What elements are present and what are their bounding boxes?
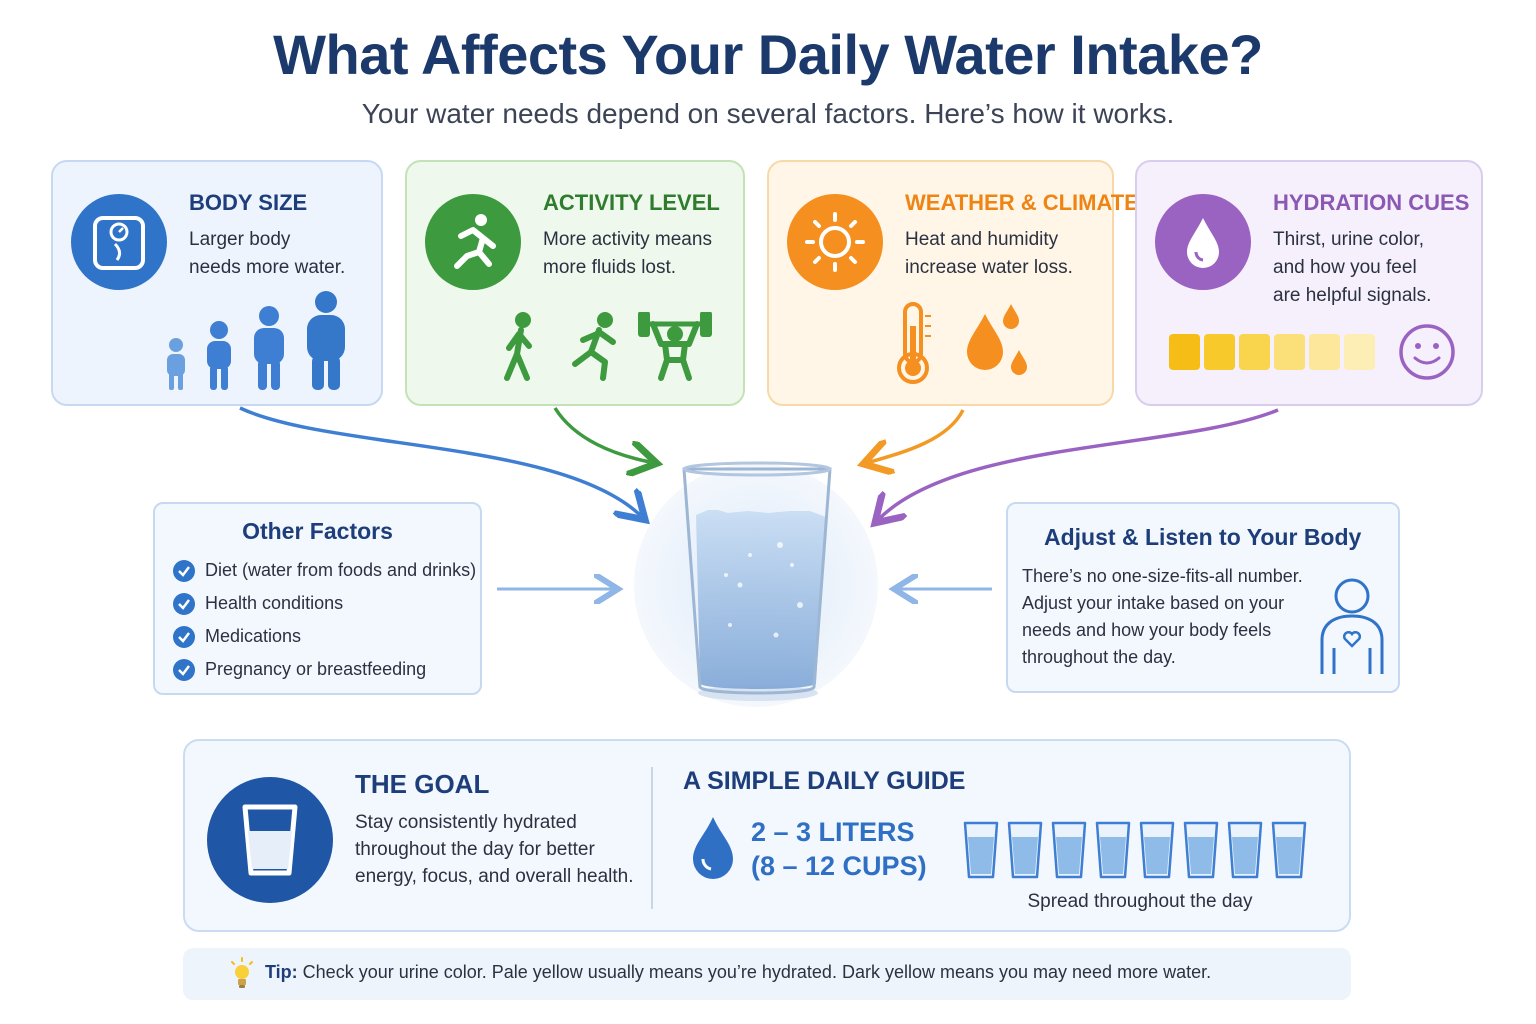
- factor-text: Thirst, urine color, and how you feel ar…: [1273, 229, 1432, 306]
- tip-body: Check your urine color. Pale yellow usua…: [297, 962, 1212, 982]
- other-factors-title: Other Factors: [242, 518, 393, 544]
- person-heart-icon: [1320, 578, 1384, 674]
- goal-title: THE GOAL: [355, 769, 490, 799]
- cup-icon: [1227, 821, 1263, 879]
- arrow-hydration: [880, 408, 1279, 518]
- scale-icon: [71, 194, 167, 290]
- list-item: Diet (water from foods and drinks): [173, 554, 476, 587]
- tip-label: Tip:: [265, 962, 298, 982]
- urine-color-swatch: [1344, 334, 1375, 370]
- runner-icon: [425, 194, 521, 290]
- cup-icon: [1139, 821, 1175, 879]
- factor-title: WEATHER & CLIMATE: [905, 190, 1139, 215]
- adjust-title: Adjust & Listen to Your Body: [1044, 524, 1362, 550]
- urine-color-swatch: [1309, 334, 1340, 370]
- cup-icon: [963, 821, 999, 879]
- glass-icon: [207, 777, 333, 903]
- goal-text: Stay consistently hydrated throughout th…: [355, 812, 634, 887]
- urine-color-swatch: [1169, 334, 1200, 370]
- guide-caption: Spread throughout the day: [1027, 891, 1253, 912]
- list-item: Pregnancy or breastfeeding: [173, 653, 476, 686]
- water-drop-icon: [1155, 194, 1251, 290]
- other-factors-list: Diet (water from foods and drinks) Healt…: [173, 554, 476, 686]
- check-icon: [173, 658, 195, 681]
- factor-title: BODY SIZE: [189, 190, 308, 215]
- thermometer-icon: [897, 302, 1027, 384]
- list-item: Medications: [173, 620, 476, 653]
- factor-text: More activity means more fluids lost.: [543, 229, 712, 278]
- factor-title: ACTIVITY LEVEL: [543, 190, 720, 215]
- urine-color-swatch: [1239, 334, 1270, 370]
- check-icon: [173, 625, 195, 648]
- adjust-panel: Adjust & Listen to Your Body There’s no …: [1006, 502, 1400, 693]
- exercise-icons: [504, 312, 712, 381]
- guide-title: A SIMPLE DAILY GUIDE: [683, 767, 966, 795]
- body-sizes-icon: [167, 291, 345, 390]
- factor-title: HYDRATION CUES: [1273, 190, 1470, 215]
- guide-amount: 2 – 3 LITERS (8 – 12 CUPS): [751, 817, 927, 881]
- card-hydration-cues: HYDRATION CUES Thirst, urine color, and …: [1135, 160, 1483, 406]
- urine-color-scale: [1169, 324, 1455, 380]
- tip-bar: Tip: Check your urine color. Pale yellow…: [183, 948, 1351, 1000]
- list-item: Health conditions: [173, 587, 476, 620]
- urine-color-swatch: [1274, 334, 1305, 370]
- cups-row: [961, 819, 1313, 886]
- factor-text: Larger body needs more water.: [189, 229, 346, 278]
- page-subtitle: Your water needs depend on several facto…: [361, 98, 1175, 129]
- cup-icon: [1271, 821, 1307, 879]
- card-body-size: BODY SIZE Larger body needs more water.: [51, 160, 383, 406]
- card-weather-climate: WEATHER & CLIMATE Heat and humidity incr…: [767, 160, 1139, 406]
- other-factors-panel: Other Factors Diet (water from foods and…: [153, 502, 482, 695]
- water-glass-illustration: [634, 461, 878, 707]
- adjust-text: There’s no one-size-fits-all number. Adj…: [1022, 566, 1303, 667]
- arrow-weather: [870, 409, 965, 462]
- cup-icon: [1051, 821, 1087, 879]
- check-icon: [173, 592, 195, 615]
- water-drop-icon: [693, 817, 733, 879]
- page-title: What Affects Your Daily Water Intake?: [273, 23, 1263, 86]
- arrow-body-size: [239, 406, 640, 515]
- urine-color-swatch: [1204, 334, 1235, 370]
- cup-icon: [1007, 821, 1043, 879]
- tip-text: Tip: Check your urine color. Pale yellow…: [265, 962, 1211, 983]
- lightbulb-icon: [231, 957, 253, 988]
- divider: [651, 767, 653, 909]
- smile-icon: [1399, 324, 1455, 380]
- factor-text: Heat and humidity increase water loss.: [905, 229, 1073, 278]
- sun-icon: [787, 194, 883, 290]
- check-icon: [173, 559, 195, 582]
- arrow-activity: [553, 407, 650, 462]
- cup-icon: [1183, 821, 1219, 879]
- cup-icon: [1095, 821, 1131, 879]
- card-activity-level: ACTIVITY LEVEL More activity means more …: [405, 160, 745, 406]
- goal-panel: THE GOAL Stay consistently hydrated thro…: [183, 739, 1351, 932]
